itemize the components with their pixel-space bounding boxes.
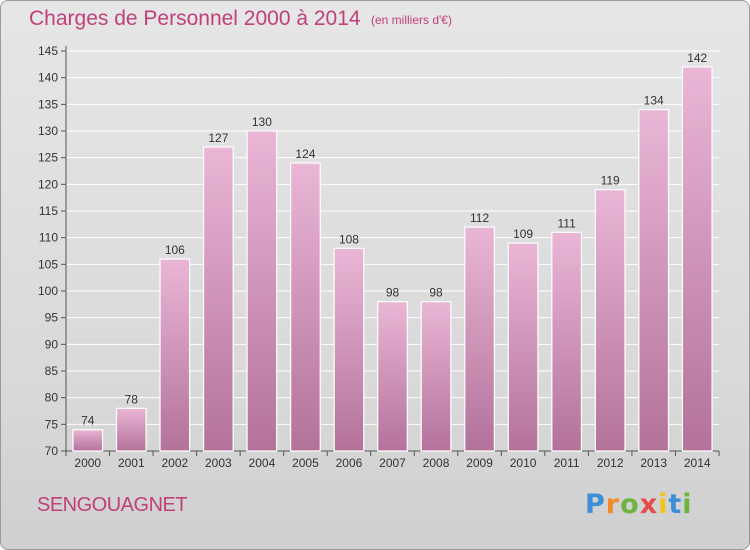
data-label: 78 [125, 392, 139, 406]
x-tick-label: 2004 [249, 456, 276, 470]
logo-letter: r [605, 489, 621, 520]
y-tick-label: 80 [45, 391, 59, 405]
x-tick-label: 2006 [336, 456, 363, 470]
y-tick-label: 135 [38, 97, 58, 111]
bar-2001 [115, 407, 147, 452]
bar-2014 [681, 66, 713, 452]
y-tick-label: 125 [38, 151, 58, 165]
y-tick-label: 145 [38, 44, 58, 58]
logo-letter: i [682, 489, 693, 520]
y-tick-label: 75 [45, 417, 59, 431]
data-label: 134 [644, 94, 664, 108]
logo-letter: x [639, 489, 659, 520]
bar-2002 [159, 258, 191, 452]
bar-2013 [638, 109, 670, 452]
bar-2008 [420, 301, 452, 452]
bars [72, 66, 713, 452]
data-label: 142 [687, 51, 707, 65]
y-tick-label: 105 [38, 257, 58, 271]
logo-letter: P [585, 489, 606, 520]
bar-2009 [464, 226, 495, 452]
x-tick-label: 2003 [205, 456, 232, 470]
data-labels: 74 78 106 127 130 124 108 98 98 112 109 111 119 134 14… [81, 51, 707, 428]
x-tick-label: 2000 [74, 456, 101, 470]
bar-2000 [72, 429, 104, 452]
bar-2010 [507, 242, 539, 452]
commune-name: SENGOUAGNET [37, 494, 188, 516]
data-label: 98 [429, 286, 443, 300]
y-tick-label: 140 [38, 71, 58, 85]
data-label: 108 [339, 232, 359, 246]
logo-letter: o [620, 489, 640, 520]
x-tick-label: 2011 [554, 456, 580, 470]
x-tick-label: 2010 [510, 456, 537, 470]
bar-2006 [333, 247, 365, 452]
bar-2005 [290, 162, 321, 452]
proxiti-logo: Proxiti [585, 489, 693, 520]
y-tick-label: 85 [45, 364, 59, 378]
chart-title: Charges de Personnel 2000 à 2014 [29, 7, 361, 30]
x-tick-label: 2001 [118, 456, 145, 470]
data-label: 124 [295, 147, 315, 161]
x-tick-label: 2007 [379, 456, 406, 470]
y-tick-label: 115 [39, 204, 58, 218]
y-tick-label: 70 [45, 444, 59, 458]
y-tick-label: 95 [45, 311, 59, 325]
data-label: 74 [81, 414, 95, 428]
data-label: 130 [252, 115, 272, 129]
y-tick-label: 90 [45, 337, 59, 351]
x-tick-label: 2013 [640, 456, 667, 470]
data-label: 109 [513, 227, 533, 241]
chart-subtitle: (en milliers d'€) [371, 13, 452, 27]
data-label: 98 [386, 286, 400, 300]
axes: 70 75 80 85 90 95 100 105 110 115 120 125 130 135 140 1… [38, 44, 720, 470]
bar-2003 [202, 146, 234, 452]
data-label: 111 [558, 216, 577, 230]
x-tick-label: 2012 [597, 456, 624, 470]
data-label: 112 [470, 211, 489, 225]
x-tick-label: 2002 [161, 456, 188, 470]
y-tick-label: 130 [38, 124, 58, 138]
data-label: 127 [208, 131, 228, 145]
y-tick-label: 120 [38, 177, 58, 191]
bar-2007 [377, 301, 408, 452]
y-tick-label: 110 [39, 231, 58, 245]
x-tick-label: 2009 [466, 456, 493, 470]
data-label: 119 [601, 174, 620, 188]
logo-letter: t [668, 489, 683, 520]
logo-letter: i [658, 489, 669, 520]
x-tick-label: 2008 [423, 456, 450, 470]
bar-2004 [246, 130, 278, 452]
bar-2012 [594, 189, 626, 452]
bar-2011 [551, 231, 583, 452]
x-tick-label: 2005 [292, 456, 319, 470]
y-tick-label: 100 [38, 284, 58, 298]
x-tick-label: 2014 [684, 456, 711, 470]
data-label: 106 [165, 243, 185, 257]
